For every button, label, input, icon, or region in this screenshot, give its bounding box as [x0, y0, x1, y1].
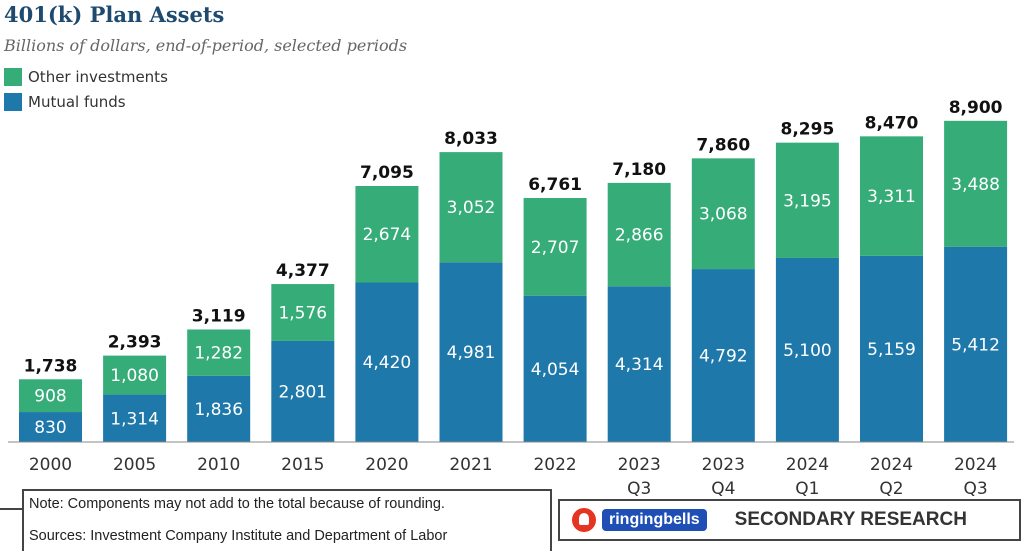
data-label-other: 908: [34, 387, 66, 407]
bar-mutual-funds: [355, 282, 419, 442]
data-label-mutual: 2,801: [278, 382, 327, 402]
bar-other-investments: [19, 379, 82, 413]
bar-other-investments: [271, 284, 335, 341]
bar-mutual-funds: [19, 412, 82, 442]
x-tick-label: Q3: [963, 479, 987, 499]
bar-mutual-funds: [607, 286, 671, 442]
x-tick-label: Q4: [711, 479, 735, 499]
data-label-other: 3,052: [447, 198, 496, 218]
x-tick-label: 2024: [870, 455, 913, 475]
data-label-mutual: 830: [34, 418, 66, 438]
bar-other-investments: [860, 136, 923, 256]
x-tick-label: 2020: [365, 455, 408, 475]
x-tick-label: 2021: [449, 455, 492, 475]
legend-swatch-other: [4, 67, 22, 86]
data-label-mutual: 1,314: [110, 409, 159, 429]
x-tick-label: 2023: [618, 455, 661, 475]
data-label-total: 8,033: [444, 129, 498, 149]
data-label-mutual: 4,054: [531, 360, 580, 380]
x-tick-label: 2023: [702, 455, 745, 475]
data-label-other: 3,488: [951, 175, 1000, 195]
x-tick-label: Q1: [795, 479, 819, 499]
x-tick-label: 2024: [786, 455, 829, 475]
bar-mutual-funds: [103, 394, 167, 442]
chart-title: 401(k) Plan Assets: [4, 2, 225, 27]
bar-other-investments: [775, 142, 839, 258]
bar-other-investments: [103, 355, 167, 395]
data-label-total: 6,761: [528, 175, 582, 195]
footer-note: Note: Components may not add to the tota…: [29, 496, 445, 512]
bar-other-investments: [523, 198, 587, 296]
data-label-other: 2,674: [363, 225, 412, 245]
data-label-other: 3,195: [783, 191, 832, 211]
data-label-mutual: 1,836: [194, 400, 243, 420]
data-label-total: 8,470: [865, 113, 919, 133]
data-label-mutual: 4,792: [699, 347, 748, 367]
data-label-total: 1,738: [24, 356, 78, 376]
x-tick-label: 2010: [197, 455, 240, 475]
bar-other-investments: [439, 152, 503, 263]
data-label-mutual: 4,981: [447, 343, 496, 363]
bar-mutual-funds: [439, 262, 503, 442]
bar-other-investments: [187, 329, 251, 376]
chart-subtitle: Billions of dollars, end-of-period, sele…: [4, 36, 408, 55]
data-label-other: 1,080: [110, 366, 159, 386]
bar-mutual-funds: [775, 257, 839, 442]
x-tick-label: Q3: [627, 479, 651, 499]
bar-other-investments: [691, 158, 755, 270]
x-tick-label: 2015: [281, 455, 324, 475]
bar-mutual-funds: [271, 340, 335, 442]
legend-swatch-mutual: [4, 92, 22, 111]
data-label-other: 3,068: [699, 205, 748, 225]
data-label-total: 7,860: [696, 135, 750, 155]
bar-mutual-funds: [860, 255, 923, 442]
bar-other-investments: [607, 182, 671, 287]
bar-chart: 830 908 1,738 2000 1,314 1,080 2,393 2005 1,836 1…: [8, 98, 1014, 499]
brand-name: ringingbells: [602, 509, 707, 531]
data-label-mutual: 5,100: [783, 341, 832, 361]
data-label-mutual: 5,159: [867, 340, 916, 360]
bar-mutual-funds: [944, 246, 1008, 442]
bar-mutual-funds: [187, 375, 251, 442]
x-tick-label: 2005: [113, 455, 156, 475]
data-label-total: 4,377: [276, 261, 330, 281]
x-tick-label: 2022: [533, 455, 576, 475]
legend: Other investments Mutual funds: [4, 64, 168, 114]
data-label-mutual: 5,412: [951, 335, 1000, 355]
data-label-total: 8,295: [781, 120, 835, 140]
data-label-total: 7,095: [360, 163, 414, 183]
legend-item-mutual: Mutual funds: [4, 89, 168, 114]
brand-box: ringingbells SECONDARY RESEARCH: [558, 499, 1021, 541]
data-label-total: 3,119: [192, 306, 246, 326]
x-tick-label: Q2: [879, 479, 903, 499]
legend-item-other: Other investments: [4, 64, 168, 89]
bell-logo-icon: [572, 508, 596, 532]
bar-mutual-funds: [691, 269, 755, 442]
data-label-mutual: 4,314: [615, 355, 664, 375]
data-label-other: 1,282: [194, 344, 243, 364]
data-label-other: 1,576: [278, 303, 327, 323]
x-tick-label: 2000: [29, 455, 72, 475]
bar-other-investments: [355, 185, 419, 283]
data-label-total: 2,393: [108, 333, 162, 353]
data-label-other: 2,707: [531, 238, 580, 258]
data-label-total: 7,180: [612, 160, 666, 180]
bar-mutual-funds: [523, 295, 587, 442]
data-label-total: 8,900: [949, 98, 1003, 118]
data-label-other: 2,866: [615, 226, 664, 246]
brand-tag: SECONDARY RESEARCH: [734, 509, 967, 530]
legend-label-mutual: Mutual funds: [28, 92, 126, 111]
footer-note-box: Note: Components may not add to the tota…: [22, 489, 552, 551]
bar-other-investments: [944, 120, 1008, 247]
data-label-mutual: 4,420: [363, 353, 412, 373]
footer-sources: Sources: Investment Company Institute an…: [29, 528, 448, 544]
legend-label-other: Other investments: [28, 67, 168, 86]
x-tick-label: 2024: [954, 455, 997, 475]
footer-divider: [0, 508, 22, 510]
data-label-other: 3,311: [867, 187, 916, 207]
